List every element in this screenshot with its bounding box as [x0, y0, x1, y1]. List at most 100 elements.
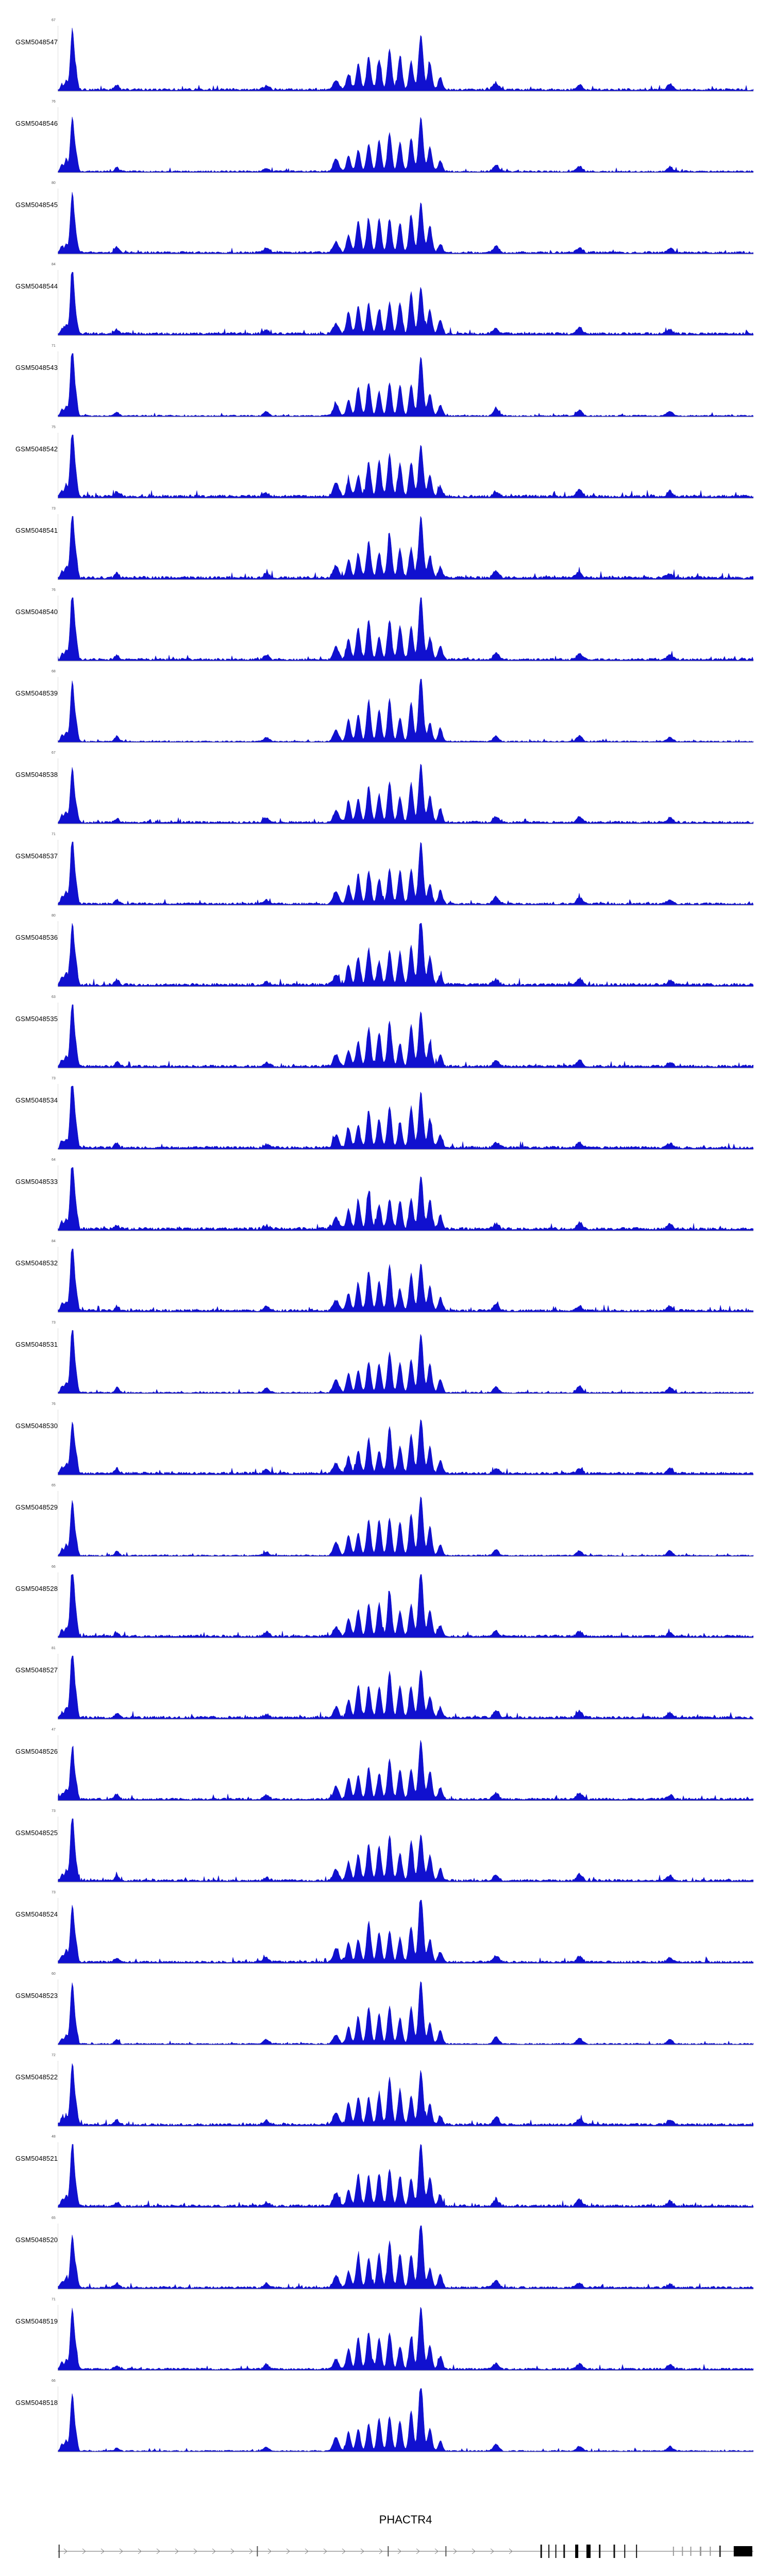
track-label: GSM5048530: [15, 1422, 58, 1430]
track-label: GSM5048547: [15, 38, 58, 46]
track-row: GSM5048529 65: [0, 1481, 773, 1562]
gene-exon: [682, 2547, 683, 2556]
coverage-plot: [58, 514, 753, 580]
track-row: GSM5048532 84: [0, 1236, 773, 1318]
track-ymax-value: 67: [52, 19, 56, 22]
gene-exon: [575, 2545, 579, 2558]
track-row: GSM5048526 47: [0, 1725, 773, 1806]
coverage-plot: [58, 2224, 753, 2290]
track-row: GSM5048537 71: [0, 829, 773, 911]
coverage-track-list: GSM5048547 67 GSM5048546 76 GSM5048545 80 GSM5…: [0, 15, 773, 2458]
coverage-plot: [58, 1165, 753, 1231]
track-ymax-value: 73: [52, 1891, 56, 1894]
track-label: GSM5048532: [15, 1259, 58, 1267]
track-ymax-value: 63: [52, 995, 56, 999]
coverage-plot: [58, 1898, 753, 1964]
track-ymax-value: 76: [52, 588, 56, 592]
strand-arrow-icon: [360, 2548, 364, 2554]
strand-arrow-icon: [100, 2548, 105, 2554]
gene-exon: [388, 2546, 389, 2556]
gene-exon: [690, 2547, 692, 2556]
track-row: GSM5048527 81: [0, 1643, 773, 1725]
strand-arrow-icon: [397, 2548, 401, 2554]
track-row: GSM5048545 80: [0, 178, 773, 260]
strand-arrow-icon: [490, 2548, 494, 2554]
track-label: GSM5048543: [15, 364, 58, 371]
gene-exon: [699, 2547, 701, 2556]
track-ymax-value: 73: [52, 507, 56, 511]
track-row: GSM5048518 66: [0, 2376, 773, 2458]
coverage-plot: [58, 1003, 753, 1069]
gene-exon: [673, 2547, 674, 2556]
track-ymax-value: 73: [52, 1809, 56, 1813]
track-row: GSM5048519 71: [0, 2295, 773, 2376]
gene-label: PHACTR4: [379, 2513, 432, 2526]
track-row: GSM5048544 84: [0, 260, 773, 341]
coverage-plot: [58, 107, 753, 173]
track-ymax-value: 75: [52, 426, 56, 429]
track-ymax-value: 48: [52, 2135, 56, 2139]
track-label: GSM5048525: [15, 1829, 58, 1837]
coverage-plot: [58, 351, 753, 417]
strand-arrow-icon: [453, 2548, 457, 2554]
track-row: GSM5048536 80: [0, 911, 773, 992]
coverage-plot: [58, 677, 753, 743]
coverage-plot: [58, 2142, 753, 2208]
track-ymax-value: 66: [52, 2379, 56, 2383]
coverage-plot: [58, 1572, 753, 1638]
track-row: GSM5048543 71: [0, 341, 773, 422]
strand-arrow-icon: [342, 2548, 346, 2554]
track-label: GSM5048533: [15, 1178, 58, 1185]
track-label: GSM5048538: [15, 771, 58, 778]
coverage-plot: [58, 596, 753, 662]
gene-exon: [58, 2545, 60, 2558]
track-row: GSM5048528 66: [0, 1562, 773, 1643]
track-row: GSM5048520 65: [0, 2213, 773, 2295]
track-ymax-value: 71: [52, 344, 56, 348]
track-ymax-value: 84: [52, 1240, 56, 1243]
track-label: GSM5048539: [15, 689, 58, 697]
track-row: GSM5048546 76: [0, 97, 773, 178]
track-label: GSM5048521: [15, 2155, 58, 2162]
track-label: GSM5048522: [15, 2073, 58, 2081]
strand-arrow-icon: [434, 2548, 439, 2554]
gene-exon: [555, 2545, 557, 2558]
track-row: GSM5048534 73: [0, 1074, 773, 1155]
strand-arrow-icon: [156, 2548, 160, 2554]
track-label: GSM5048527: [15, 1666, 58, 1674]
track-row: GSM5048533 64: [0, 1155, 773, 1236]
strand-arrow-icon: [119, 2548, 123, 2554]
track-ymax-value: 64: [52, 1158, 56, 1162]
coverage-plot: [58, 2305, 753, 2371]
coverage-plot: [58, 921, 753, 987]
coverage-plot: [58, 1247, 753, 1313]
track-ymax-value: 81: [52, 1647, 56, 1650]
track-row: GSM5048538 67: [0, 748, 773, 829]
coverage-plot: [58, 2061, 753, 2127]
gene-exon: [563, 2545, 565, 2558]
track-label: GSM5048519: [15, 2317, 58, 2325]
gene-exon: [586, 2545, 591, 2558]
strand-arrow-icon: [323, 2548, 327, 2554]
coverage-plot: [58, 433, 753, 499]
coverage-plot: [58, 1410, 753, 1476]
track-label: GSM5048528: [15, 1585, 58, 1592]
track-label: GSM5048535: [15, 1015, 58, 1023]
track-row: GSM5048541 73: [0, 504, 773, 585]
track-label: GSM5048537: [15, 852, 58, 860]
track-label: GSM5048529: [15, 1503, 58, 1511]
gene-exon: [636, 2545, 637, 2558]
strand-arrow-icon: [212, 2548, 216, 2554]
track-label: GSM5048520: [15, 2236, 58, 2244]
coverage-plot: [58, 2386, 753, 2452]
track-row: GSM5048539 68: [0, 667, 773, 748]
track-ymax-value: 65: [52, 2216, 56, 2220]
track-row: GSM5048542 75: [0, 422, 773, 504]
coverage-plot: [58, 840, 753, 906]
coverage-plot: [58, 758, 753, 824]
track-label: GSM5048540: [15, 608, 58, 616]
gene-exon: [257, 2546, 258, 2556]
coverage-plot: [58, 1735, 753, 1801]
track-row: GSM5048522 72: [0, 2050, 773, 2132]
track-ymax-value: 73: [52, 1321, 56, 1325]
